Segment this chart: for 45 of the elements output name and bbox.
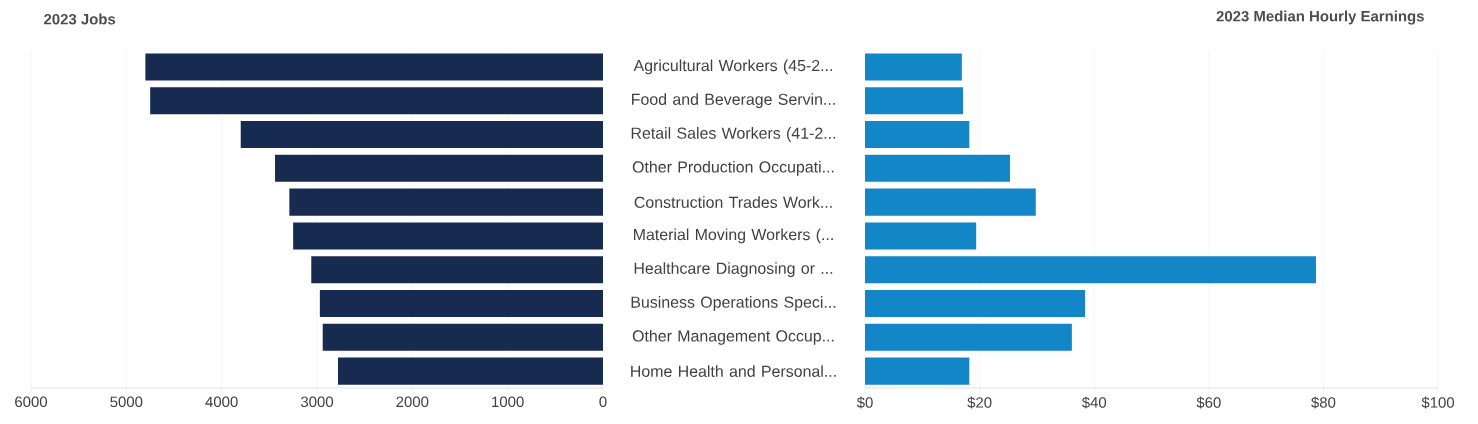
y-tick-label: Retail Sales Workers (41-2... — [631, 127, 836, 142]
x-tick-label: 2000 — [396, 396, 429, 408]
bar — [865, 188, 1036, 216]
bar — [865, 120, 970, 149]
bar — [240, 120, 603, 149]
bar — [311, 256, 603, 284]
x-tick-label: 6000 — [15, 396, 48, 408]
bar — [865, 256, 1316, 284]
bar — [865, 289, 1086, 318]
bar — [865, 323, 1072, 351]
bar — [293, 222, 603, 250]
x-tick-label: 3000 — [300, 396, 334, 408]
x-tick-label: 5000 — [110, 396, 143, 408]
bar — [150, 87, 603, 115]
y-tick-label: Construction Trades Work... — [634, 196, 832, 208]
bar — [865, 222, 977, 250]
y-tick-label: Food and Beverage Servin... — [632, 93, 835, 109]
y-tick-label: Other Management Occup... — [632, 329, 834, 345]
bar — [337, 357, 603, 385]
y-tick-label: Agricultural Workers (45-2... — [633, 59, 832, 75]
y-tick-label: Other Production Occupati... — [632, 160, 834, 176]
bar — [865, 87, 963, 115]
bar — [145, 53, 603, 81]
x-tick-label: $80 — [1311, 396, 1336, 409]
x-tick-label: 1000 — [492, 396, 524, 408]
bar — [289, 188, 603, 216]
bar — [322, 323, 603, 351]
x-tick-label: $0 — [856, 396, 873, 409]
bar — [275, 154, 603, 182]
bar — [865, 357, 970, 385]
y-tick-label: Business Operations Speci... — [631, 296, 836, 311]
y-tick-label: Home Health and Personal... — [631, 365, 836, 377]
x-tick-label: $20 — [967, 396, 992, 409]
x-tick-label: 4000 — [205, 396, 238, 408]
chart-title: 2023 Median Hourly Earnings — [1216, 10, 1424, 25]
chart-title: 2023 Jobs — [44, 13, 116, 25]
x-tick-label: $100 — [1421, 396, 1455, 409]
y-tick-label: Material Moving Workers (... — [634, 228, 833, 244]
x-tick-label: $60 — [1196, 396, 1221, 409]
bar — [865, 53, 962, 81]
bar — [865, 154, 1010, 182]
x-tick-label: $40 — [1081, 396, 1107, 409]
x-tick-label: 0 — [599, 396, 607, 408]
bar — [319, 289, 603, 318]
y-tick-label: Healthcare Diagnosing or ... — [634, 262, 833, 278]
